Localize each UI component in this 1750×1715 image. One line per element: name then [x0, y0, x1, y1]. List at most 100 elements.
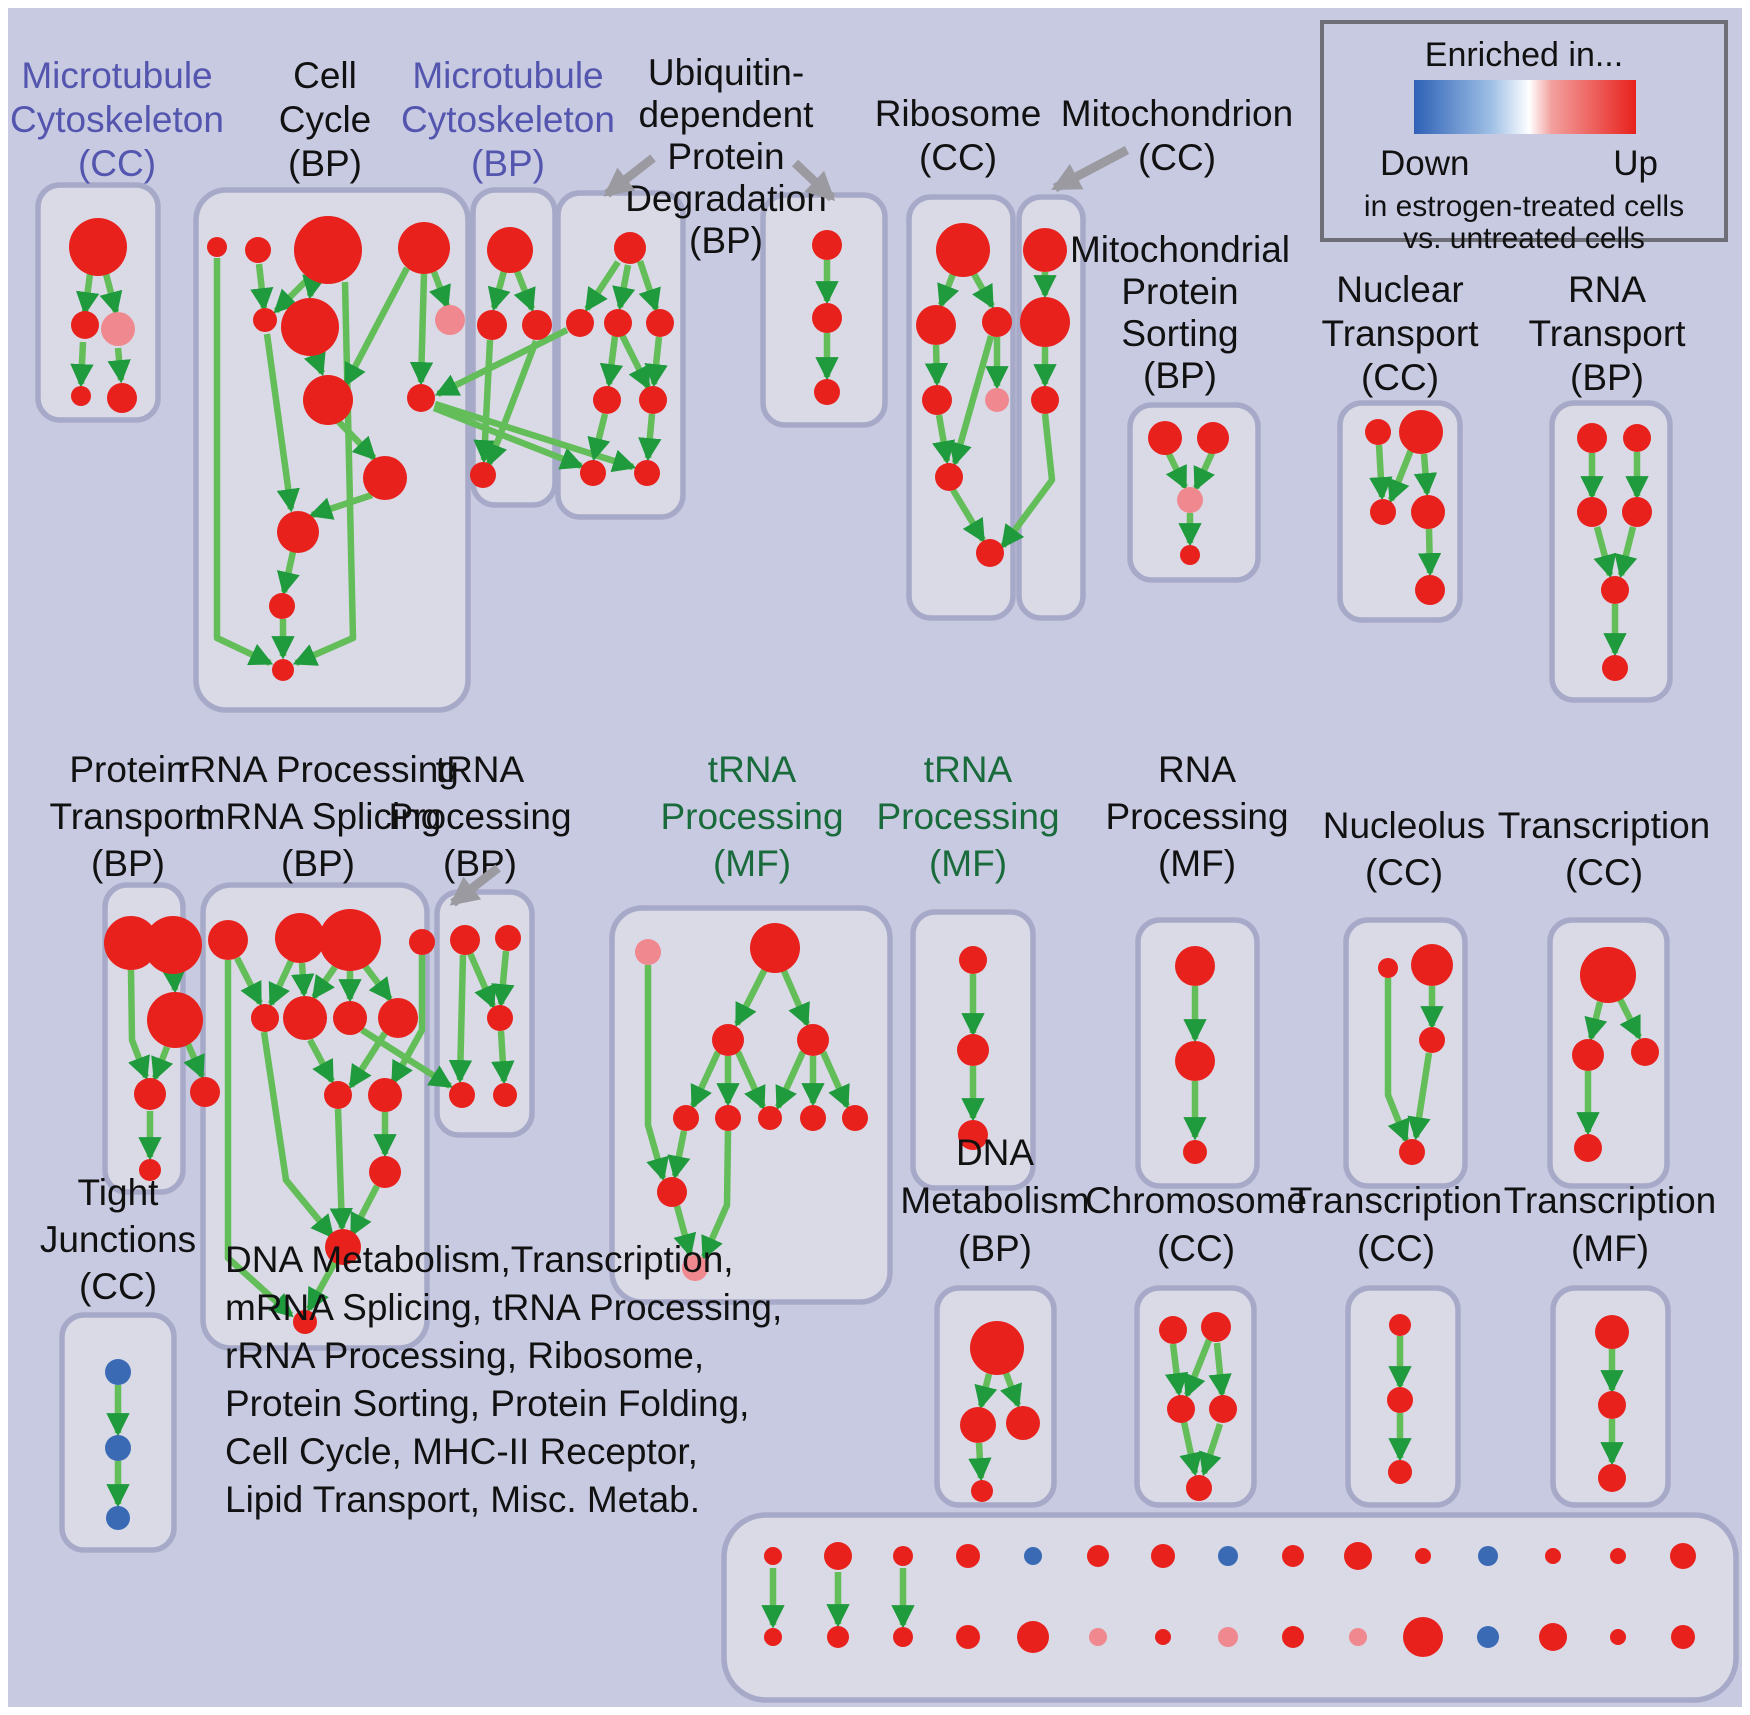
graph-edge	[734, 967, 768, 1028]
graph-edge	[1165, 450, 1188, 491]
cluster-label-rna-transport-bp: (BP)	[1570, 357, 1644, 398]
graph-edge	[263, 333, 300, 513]
graph-node-ribosome-cc	[936, 223, 990, 277]
graph-node-summary-misc	[1089, 1628, 1107, 1646]
graph-node-ribosome-cc	[985, 388, 1009, 412]
graph-node-rrna-processing-mrna-splicing-bp	[283, 996, 327, 1040]
cluster-label-tight-junctions-cc: Junctions	[40, 1219, 196, 1260]
graph-edge	[937, 272, 960, 309]
graph-edge	[276, 551, 300, 596]
cluster-label-mitochondrion-cc: Mitochondrion	[1061, 93, 1293, 134]
graph-node-ubiquitin-degradation-bp-2	[812, 303, 842, 333]
cluster-label-microtubule-cytoskeleton-bp: Microtubule	[412, 55, 603, 96]
graph-edge	[302, 274, 326, 300]
graph-edge	[587, 413, 611, 462]
graph-edge	[820, 1050, 850, 1110]
graph-node-summary-misc	[1477, 1626, 1499, 1648]
graph-node-trna-processing-bp	[449, 1082, 475, 1108]
cluster-label-nucleolus-cc: (CC)	[1365, 852, 1443, 893]
graph-edge	[950, 488, 986, 544]
graph-node-trna-processing-bp	[495, 925, 521, 951]
graph-edge	[250, 263, 274, 312]
cluster-label-chromosome-cc: Chromosome	[1085, 1180, 1307, 1221]
graph-node-trna-processing-mf-2	[959, 946, 987, 974]
graph-edge	[75, 273, 100, 316]
graph-node-trna-processing-mf-2	[958, 1120, 988, 1150]
graph-node-rrna-processing-mrna-splicing-bp	[368, 1078, 402, 1112]
graph-node-cell-cycle-bp	[245, 237, 271, 263]
annotation-arrow	[791, 159, 836, 202]
graph-edge	[735, 1050, 766, 1111]
graph-edge	[268, 959, 294, 1008]
cluster-box-microtubule-cytoskeleton-bp	[470, 187, 558, 508]
cluster-box-dna-metabolism-bp	[934, 1285, 1057, 1508]
cluster-label-ubiquitin-degradation-bp: Degradation	[625, 178, 827, 219]
graph-node-nuclear-transport-cc	[1411, 495, 1445, 529]
graph-node-tight-junctions-cc	[105, 1435, 131, 1461]
misc-note-line: rRNA Processing, Ribosome,	[225, 1335, 704, 1376]
misc-note-line: Cell Cycle, MHC-II Receptor,	[225, 1431, 698, 1472]
graph-node-ubiquitin-degradation-bp	[604, 309, 632, 337]
graph-node-summary-misc	[1415, 1548, 1431, 1564]
cluster-label-chromosome-cc: (CC)	[1157, 1228, 1235, 1269]
graph-node-trna-processing-mf-1	[635, 939, 661, 965]
graph-node-transcription-cc-mid	[1572, 1039, 1604, 1071]
graph-node-rrna-processing-mrna-splicing-bp	[319, 909, 381, 971]
cluster-label-transcription-cc-mid: (CC)	[1565, 852, 1643, 893]
graph-edge	[343, 266, 410, 388]
graph-node-rrna-processing-mrna-splicing-bp	[378, 998, 418, 1038]
graph-edge	[636, 259, 661, 313]
graph-node-mitochondrion-cc	[1023, 228, 1067, 272]
graph-node-microtubule-cytoskeleton-bp	[477, 310, 507, 340]
graph-edge	[162, 969, 186, 994]
graph-node-trna-processing-mf-1	[657, 1177, 687, 1207]
graph-node-summary-misc	[893, 1546, 913, 1566]
graph-node-ubiquitin-degradation-bp	[614, 232, 646, 264]
graph-edge	[619, 333, 651, 391]
graph-node-mitochondrion-cc	[1020, 297, 1070, 347]
cluster-label-protein-transport-bp: Protein	[69, 749, 186, 790]
graph-edge	[1417, 528, 1442, 577]
graph-node-ubiquitin-degradation-bp	[566, 309, 594, 337]
cluster-label-dna-metabolism-bp: DNA	[956, 1132, 1034, 1173]
graph-edge	[1584, 1001, 1608, 1042]
graph-node-rrna-processing-mrna-splicing-bp	[324, 1081, 352, 1109]
legend-caption-line1: in estrogen-treated cells	[1363, 190, 1685, 223]
graph-node-summary-misc	[764, 1547, 782, 1565]
graph-node-microtubule-cytoskeleton-cc	[107, 383, 137, 413]
graph-edge	[183, 1042, 205, 1080]
cluster-label-mitochondrial-protein-sorting-bp: Sorting	[1121, 313, 1238, 354]
graph-node-summary-misc	[1610, 1629, 1626, 1645]
graph-node-trna-processing-mf-1	[758, 1106, 782, 1130]
legend-caption-line2: vs. untreated cells	[1403, 222, 1645, 255]
graph-node-chromosome-cc	[1209, 1395, 1237, 1423]
graph-node-cell-cycle-bp	[253, 308, 277, 332]
graph-node-summary-misc	[1344, 1542, 1372, 1570]
graph-edge	[234, 956, 263, 1007]
graph-node-cell-cycle-bp	[281, 298, 339, 356]
graph-node-dna-metabolism-bp	[1006, 1406, 1040, 1440]
graph-node-cell-cycle-bp	[272, 659, 294, 681]
graph-edge	[432, 404, 585, 470]
graph-node-mitochondrion-cc	[1031, 386, 1059, 414]
graph-edge	[701, 1130, 732, 1261]
graph-node-cell-cycle-bp	[303, 375, 353, 425]
graph-node-rrna-processing-mrna-splicing-bp	[333, 1001, 367, 1035]
graph-edge	[644, 965, 669, 1182]
graph-node-chromosome-cc	[1159, 1316, 1187, 1344]
graph-edge	[1164, 1343, 1189, 1397]
graph-node-summary-misc	[1155, 1629, 1171, 1645]
graph-edge	[307, 1038, 335, 1085]
graph-node-protein-transport-bp	[144, 916, 202, 974]
graph-node-rrna-processing-mrna-splicing-bp	[409, 929, 435, 955]
cluster-label-trna-processing-mf-2: tRNA	[924, 749, 1013, 790]
graph-edge	[1369, 444, 1393, 501]
cluster-box-summary-misc	[721, 1512, 1739, 1703]
graph-node-nucleolus-cc	[1411, 944, 1453, 986]
graph-node-rrna-processing-mrna-splicing-bp	[275, 913, 325, 963]
graph-node-summary-misc	[956, 1625, 980, 1649]
cluster-label-dna-metabolism-bp: (BP)	[958, 1228, 1032, 1269]
cluster-label-mitochondrial-protein-sorting-bp: Mitochondrial	[1070, 229, 1290, 270]
annotation-arrow	[1051, 146, 1130, 192]
graph-node-summary-misc	[1403, 1617, 1443, 1657]
